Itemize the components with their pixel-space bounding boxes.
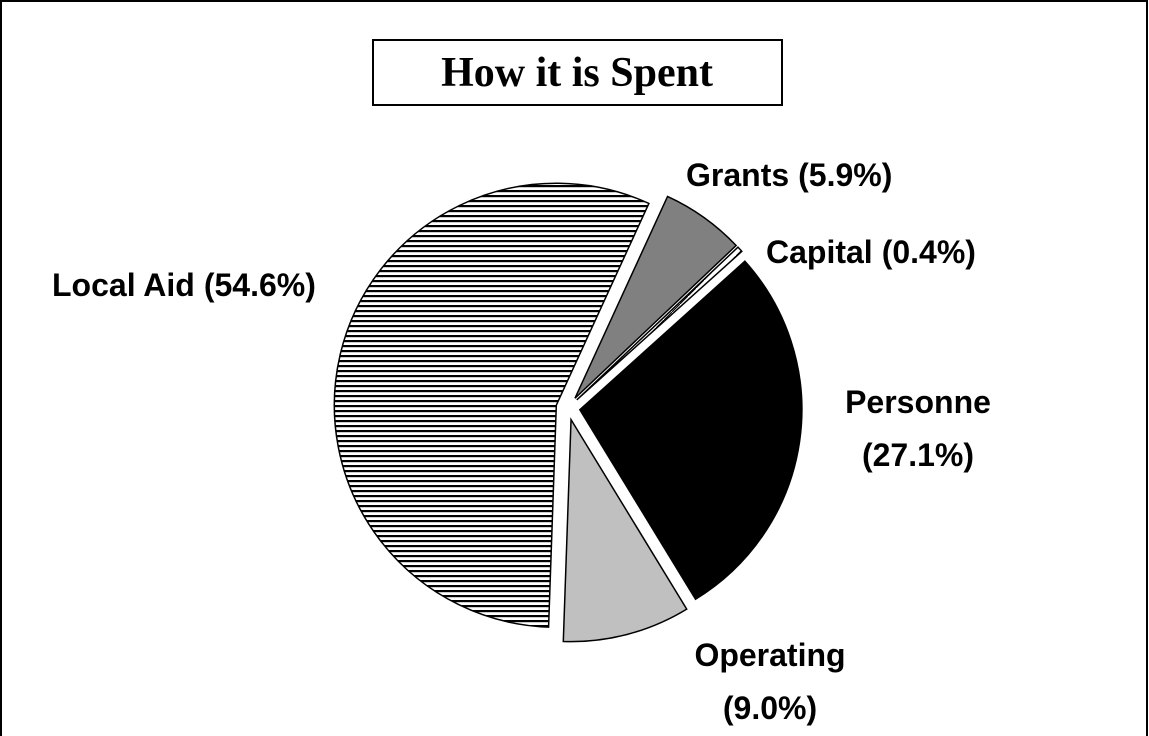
slice-label: Capital (0.4%)	[766, 234, 976, 270]
category-label: Grants	[686, 157, 789, 193]
pie-slice	[576, 246, 743, 401]
value-label: (5.9%)	[798, 157, 892, 193]
category-label: Operating	[694, 637, 845, 673]
pie-slice	[574, 195, 738, 399]
value-label: (9.0%)	[723, 690, 817, 726]
title-box	[372, 39, 783, 106]
slice-label: Personne (27.1%)	[845, 384, 991, 473]
slice-label: Local Aid (54.6%)	[52, 267, 316, 303]
value-label: (54.6%)	[204, 267, 316, 303]
category-label: Local Aid	[52, 267, 195, 303]
category-label: Capital	[766, 234, 873, 270]
value-label: (27.1%)	[862, 437, 974, 473]
pie-slice	[578, 260, 803, 601]
category-label: Personne	[845, 384, 991, 420]
chart-title: How it is Spent	[441, 50, 713, 96]
slice-label: Operating (9.0%)	[694, 637, 845, 726]
pie-slice	[562, 417, 688, 643]
pie-slice	[333, 182, 650, 628]
value-label: (0.4%)	[882, 234, 976, 270]
slice-label: Grants (5.9%)	[686, 157, 892, 193]
